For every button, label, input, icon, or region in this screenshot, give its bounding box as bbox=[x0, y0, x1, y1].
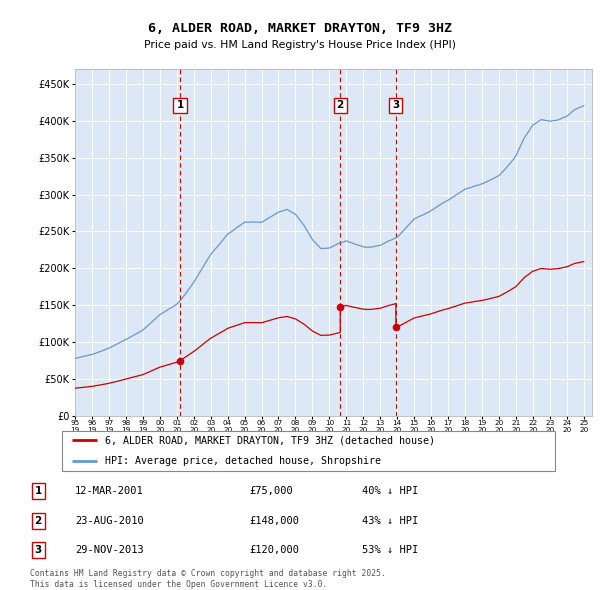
Text: Contains HM Land Registry data © Crown copyright and database right 2025.
This d: Contains HM Land Registry data © Crown c… bbox=[30, 569, 386, 589]
Text: 1: 1 bbox=[176, 100, 184, 110]
Text: Price paid vs. HM Land Registry's House Price Index (HPI): Price paid vs. HM Land Registry's House … bbox=[144, 40, 456, 50]
Text: 3: 3 bbox=[392, 100, 400, 110]
Text: 29-NOV-2013: 29-NOV-2013 bbox=[75, 545, 143, 555]
Text: HPI: Average price, detached house, Shropshire: HPI: Average price, detached house, Shro… bbox=[105, 456, 381, 466]
Text: 6, ALDER ROAD, MARKET DRAYTON, TF9 3HZ (detached house): 6, ALDER ROAD, MARKET DRAYTON, TF9 3HZ (… bbox=[105, 435, 435, 445]
Text: 2: 2 bbox=[34, 516, 42, 526]
Text: 3: 3 bbox=[34, 545, 42, 555]
Text: 23-AUG-2010: 23-AUG-2010 bbox=[75, 516, 143, 526]
Text: 43% ↓ HPI: 43% ↓ HPI bbox=[362, 516, 419, 526]
Text: 1: 1 bbox=[34, 486, 42, 496]
Text: £120,000: £120,000 bbox=[250, 545, 299, 555]
Text: 2: 2 bbox=[337, 100, 344, 110]
Text: 40% ↓ HPI: 40% ↓ HPI bbox=[362, 486, 419, 496]
Text: 53% ↓ HPI: 53% ↓ HPI bbox=[362, 545, 419, 555]
Text: £148,000: £148,000 bbox=[250, 516, 299, 526]
Text: £75,000: £75,000 bbox=[250, 486, 293, 496]
Text: 6, ALDER ROAD, MARKET DRAYTON, TF9 3HZ: 6, ALDER ROAD, MARKET DRAYTON, TF9 3HZ bbox=[148, 22, 452, 35]
Text: 12-MAR-2001: 12-MAR-2001 bbox=[75, 486, 143, 496]
FancyBboxPatch shape bbox=[62, 431, 554, 471]
